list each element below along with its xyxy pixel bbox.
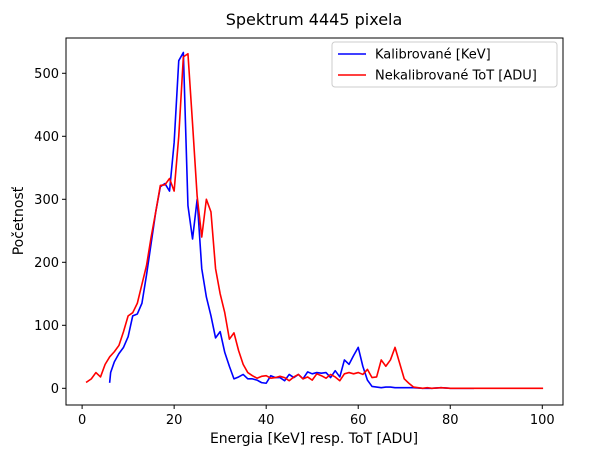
- series-lines: [85, 51, 544, 390]
- y-tick-label: 200: [34, 256, 59, 271]
- x-tick-label: 80: [442, 413, 459, 428]
- plot-frame: [65, 37, 564, 406]
- x-tick-label: 40: [258, 413, 275, 428]
- series-line-1: [85, 52, 544, 390]
- x-tick-label: 100: [530, 413, 555, 428]
- x-tick-label: 20: [166, 413, 183, 428]
- y-axis: 0 100 200 300 400 500: [34, 67, 66, 397]
- legend-label-0: Kalibrované [KeV]: [375, 48, 491, 63]
- y-tick-label: 300: [34, 193, 59, 208]
- x-tick-label: 60: [350, 413, 367, 428]
- x-axis-label: Energia [KeV] resp. ToT [ADU]: [210, 431, 418, 447]
- y-tick-label: 500: [34, 67, 59, 82]
- x-tick-label: 0: [78, 413, 86, 428]
- y-tick-label: 100: [34, 319, 59, 334]
- y-tick-label: 400: [34, 130, 59, 145]
- legend-box: [331, 41, 558, 88]
- y-tick-label: 0: [51, 382, 59, 397]
- chart-title: Spektrum 4445 pixela: [226, 10, 403, 29]
- x-axis: 0 20 40 60 80 100: [78, 405, 555, 428]
- y-axis-label: Početnosť: [11, 186, 27, 255]
- legend-label-1: Nekalibrované ToT [ADU]: [375, 69, 537, 84]
- legend: Kalibrované [KeV] Nekalibrované ToT [ADU]: [331, 41, 558, 88]
